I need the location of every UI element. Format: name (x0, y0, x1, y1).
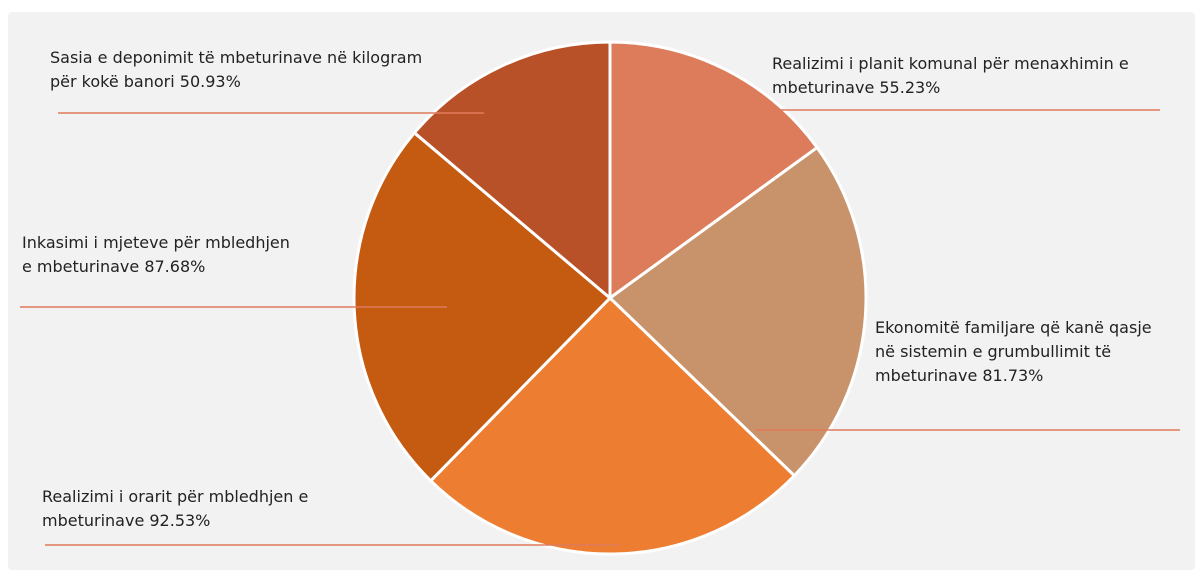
value-label: 87.68% (144, 257, 206, 276)
value-label: 92.53% (149, 511, 211, 530)
data-label: Realizimi i orarit për mbledhjen e mbetu… (42, 485, 402, 533)
value-label: 50.93% (179, 72, 241, 91)
category-label: Inkasimi i mjeteve për mbledhjen e mbetu… (22, 233, 290, 276)
data-label: Realizimi i planit komunal për menaxhimi… (772, 52, 1152, 100)
data-label: Sasia e deponimit të mbeturinave në kilo… (50, 46, 430, 94)
value-label: 55.23% (879, 78, 941, 97)
category-label: Ekonomitë familjare që kanë qasje në sis… (875, 318, 1152, 385)
data-label: Ekonomitë familjare që kanë qasje në sis… (875, 316, 1165, 388)
pie-slice (607, 145, 868, 478)
pie-slice (412, 40, 612, 302)
category-label: Realizimi i planit komunal për menaxhimi… (772, 54, 1129, 97)
pie-slice (608, 40, 820, 301)
data-label: Inkasimi i mjeteve për mbledhjen e mbetu… (22, 231, 292, 279)
category-label: Sasia e deponimit të mbeturinave në kilo… (50, 48, 423, 91)
value-label: 81.73% (982, 366, 1044, 385)
pie-slice (352, 130, 613, 483)
pie-slice (428, 295, 797, 556)
category-label: Realizimi i orarit për mbledhjen e mbetu… (42, 487, 309, 530)
